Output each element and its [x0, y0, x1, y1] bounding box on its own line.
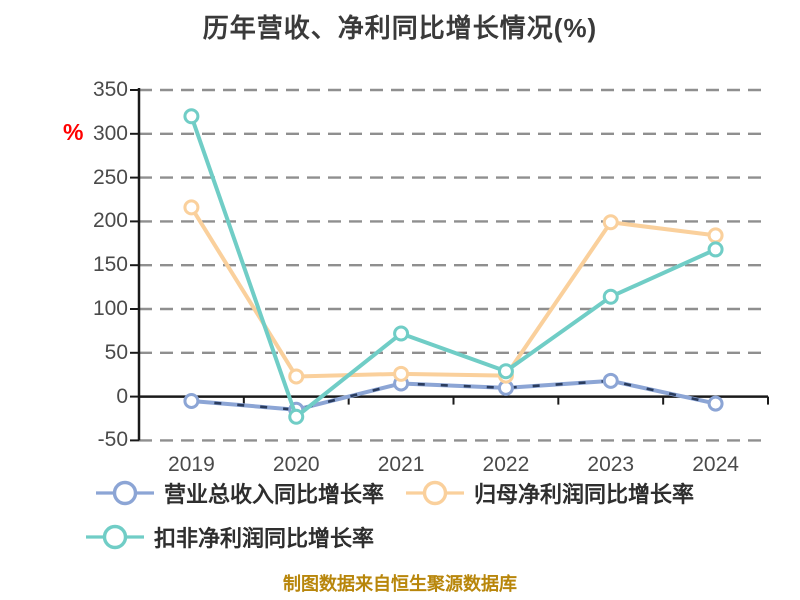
- data-point: [602, 214, 619, 231]
- series-line: [189, 114, 718, 419]
- data-point: [288, 408, 305, 425]
- legend-label: 营业总收入同比增长率: [164, 482, 385, 507]
- y-tick-label: 100: [92, 297, 128, 320]
- data-point: [602, 288, 619, 305]
- data-point: [393, 365, 410, 382]
- data-point: [288, 368, 305, 385]
- data-point: [183, 108, 200, 125]
- x-tick-label: 2023: [587, 453, 635, 476]
- y-tick-label: 150: [92, 253, 128, 277]
- legend-item-revenue-growth[interactable]: 营业总收入同比增长率: [96, 478, 384, 508]
- y-tick-label: 50: [104, 340, 128, 364]
- y-axis-unit-label: %: [63, 119, 84, 145]
- legend-item-net-profit-growth[interactable]: 归母净利润同比增长率: [406, 478, 694, 508]
- series-line: [189, 378, 718, 412]
- y-tick-label: 0: [116, 384, 128, 408]
- y-tick-label: 300: [92, 121, 128, 145]
- footer-source-note: 制图数据来自恒生聚源数据库: [283, 574, 517, 594]
- x-tick-label: 2020: [272, 453, 320, 476]
- data-point: [602, 372, 619, 389]
- y-tick-label: 250: [92, 165, 128, 189]
- x-tick-label: 2019: [168, 453, 215, 476]
- legend-marker-icon: [96, 480, 154, 506]
- chart-title: 历年营收、净利同比增长情况(%): [202, 13, 598, 43]
- data-point: [183, 392, 200, 409]
- legend-label: 扣非净利润同比增长率: [154, 526, 375, 551]
- data-point: [183, 199, 200, 216]
- data-point: [707, 395, 724, 412]
- x-tick-label: 2021: [377, 453, 425, 476]
- y-tick-label: 350: [92, 78, 128, 101]
- legend-marker-icon: [406, 480, 464, 506]
- legend-marker-icon: [86, 524, 144, 550]
- y-tick-label: -50: [97, 428, 128, 452]
- x-tick-label: 2022: [482, 453, 530, 476]
- data-point: [497, 363, 514, 380]
- legend-item-deducted-net-profit-growth[interactable]: 扣非净利润同比增长率: [86, 522, 374, 552]
- data-point: [707, 227, 724, 244]
- data-point: [707, 241, 724, 258]
- legend-label: 归母净利润同比增长率: [474, 482, 695, 507]
- series-line: [189, 205, 718, 379]
- data-point: [393, 325, 410, 342]
- series-line-dash-overlay: [191, 379, 716, 412]
- x-tick-label: 2024: [692, 453, 739, 476]
- y-tick-label: 200: [92, 209, 128, 233]
